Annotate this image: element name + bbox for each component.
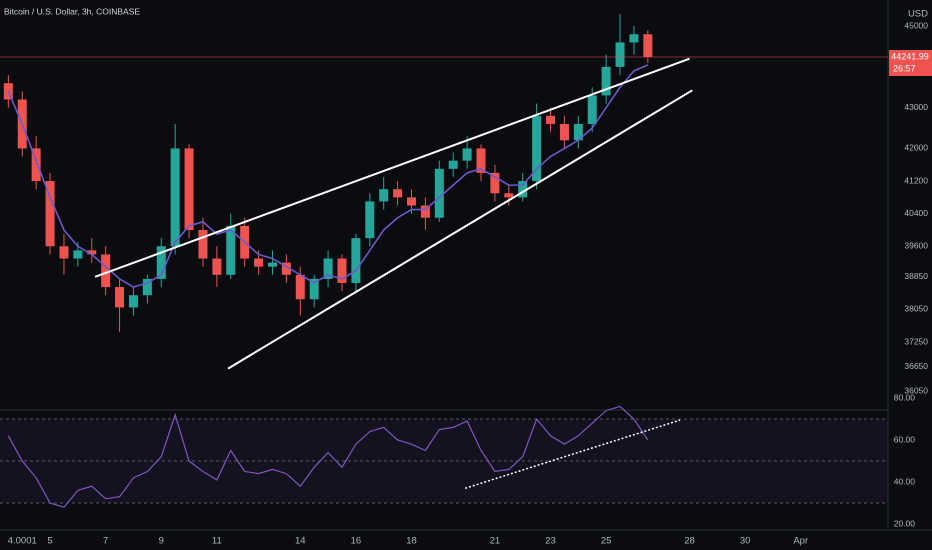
candle-body (587, 95, 597, 124)
candle-body (504, 193, 514, 198)
candle-body (462, 148, 472, 161)
candle-body (393, 189, 403, 198)
y-tick-label: 40400 (904, 208, 928, 218)
trendline (94, 57, 690, 278)
x-tick-label: 7 (103, 536, 108, 547)
x-tick-label: 18 (406, 536, 417, 547)
countdown-label: 26:57 (893, 63, 916, 73)
candle-body (115, 287, 125, 308)
candle-body (615, 42, 625, 67)
y-tick-label: 41200 (904, 175, 928, 185)
candle-body (532, 115, 542, 182)
candle-body (629, 34, 639, 43)
currency-label: USD (908, 9, 928, 20)
candle-body (323, 258, 333, 279)
candle-body (101, 254, 111, 288)
y-tick-label: 43000 (904, 102, 928, 112)
candle-body (184, 148, 194, 230)
x-tick-label: 25 (601, 536, 612, 547)
candle-body (3, 83, 13, 100)
candle-body (518, 181, 528, 198)
candle-body (365, 201, 375, 239)
candle-body (156, 246, 166, 279)
candle-body (476, 148, 486, 173)
rsi-line (7, 405, 649, 508)
candle-body (406, 197, 416, 206)
x-tick-label: 5 (47, 536, 52, 547)
x-tick-label: 21 (490, 536, 501, 547)
x-tick-label: 30 (740, 536, 751, 547)
x-tick-label: 28 (684, 536, 695, 547)
candle-body (573, 123, 583, 141)
candle-body (559, 123, 569, 141)
candle-body (337, 258, 347, 283)
candle-body (142, 278, 152, 296)
trendline (227, 89, 693, 370)
candle-body (601, 66, 611, 96)
candle-body (45, 181, 55, 247)
rsi-trendline (464, 419, 681, 490)
last-price-box (889, 50, 932, 77)
x-tick-label: 9 (159, 536, 164, 547)
candle-body (128, 295, 138, 308)
candle-body (420, 205, 430, 218)
moving-average (7, 64, 649, 288)
y-tick-label: 38850 (904, 271, 928, 281)
last-price-label: 44241.99 (891, 51, 929, 61)
candle-body (59, 246, 69, 259)
chart-title: Bitcoin / U.S. Dollar, 3h, COINBASE (4, 6, 140, 16)
rsi-tick-label: 20.00 (894, 518, 916, 528)
candle-body (546, 115, 556, 124)
candle-body (448, 160, 458, 169)
candle-body (281, 262, 291, 275)
rsi-tick-label: 40.00 (894, 476, 916, 486)
y-tick-label: 36650 (904, 361, 928, 371)
candle-body (87, 250, 97, 255)
rsi-tick-label: 80.00 (894, 392, 916, 402)
candle-body (198, 229, 208, 259)
y-tick-label: 38050 (904, 304, 928, 314)
y-tick-label: 36050 (904, 385, 928, 395)
candle-body (31, 148, 41, 182)
candle-body (73, 250, 83, 259)
y-tick-label: 37250 (904, 336, 928, 346)
candle-body (170, 148, 180, 247)
candle-body (267, 262, 277, 267)
y-tick-label: 45000 (904, 20, 928, 30)
candle-body (643, 34, 653, 58)
candle-body (490, 172, 500, 194)
candle-body (212, 258, 222, 275)
y-tick-label: 42000 (904, 143, 928, 153)
candle-body (226, 225, 236, 275)
candle-body (434, 168, 444, 218)
y-tick-label: 39600 (904, 241, 928, 251)
candle-body (309, 278, 319, 300)
x-tick-label: Apr (793, 536, 808, 547)
x-tick-label: 11 (212, 536, 222, 547)
x-tick-label: 23 (545, 536, 556, 547)
x-tick-label: 4.0001 (8, 536, 37, 547)
candle-body (295, 274, 305, 300)
candle-body (379, 189, 389, 202)
candle-body (254, 258, 264, 267)
x-tick-label: 16 (351, 536, 362, 547)
rsi-tick-label: 60.00 (894, 434, 916, 444)
x-tick-label: 14 (295, 536, 306, 547)
candle-body (351, 238, 361, 283)
